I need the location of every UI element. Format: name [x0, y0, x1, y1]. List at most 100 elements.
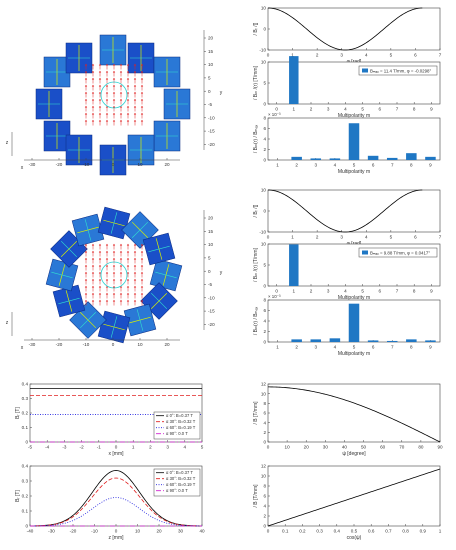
chart-grad-angle-ytick-label: 6 [263, 411, 266, 416]
magnet-top-arrow-head [126, 119, 130, 122]
magnet-top-arrow-head [98, 77, 102, 80]
magnet-top-arrow-head [112, 119, 116, 122]
magnet-top-arrow-head [140, 70, 144, 73]
chart-br-phi-1-xtick-label: 7 [439, 53, 442, 58]
chart-b-z-xtick-label: 30 [178, 529, 184, 534]
chart-grad-cos-ytick-label: 8 [263, 484, 266, 489]
magnet-mid-y-tick-label: -15 [208, 309, 215, 314]
chart-bm-ratio-2-xtick-label: 8 [410, 345, 413, 350]
chart-b-z-xtick-label: 20 [156, 529, 162, 534]
chart-b-x-ytick-label: 0.4 [22, 382, 29, 387]
chart-b-x-xlabel: x [mm] [109, 451, 125, 457]
magnet-top-arrow-head [119, 91, 123, 94]
chart-bm-ratio-2-ytick-label: 6 [263, 308, 266, 313]
chart-b-x-legend-entry: α 0°: B=0.37 T [166, 413, 193, 418]
magnet-mid-block-axis [155, 271, 177, 279]
chart-grad-cos-series-0 [267, 468, 441, 527]
chart-b-z-xtick-label: 40 [199, 529, 205, 534]
chart-bm-ratio-2-xtick-label: 5 [353, 345, 356, 350]
magnet-top-arrow-head [84, 98, 88, 101]
chart-bm-main-1-xtick-label: 5 [361, 107, 364, 112]
magnet-top-arrow-head [126, 98, 130, 101]
chart-b-z-xtick-label: -40 [27, 529, 34, 534]
chart-bm-main-2-xtick-label: 5 [361, 289, 364, 294]
magnet-top-arrow-head [84, 77, 88, 80]
chart-b-z-axes: -40 -30 -20 -10 0 10 20 30 400.40.30.20.10z [mm]… [15, 464, 205, 541]
magnet-top-x-tick-label: 10 [137, 162, 143, 167]
magnet-top-arrow-head [112, 70, 116, 73]
magnet-top-arrow-head [119, 112, 123, 115]
chart-br-phi-2-xtick-label: 4 [365, 235, 368, 240]
magnet-mid-arrow-head [126, 243, 130, 246]
chart-bm-main-1-legend [358, 65, 438, 76]
magnet-mid-block-axis [51, 271, 73, 279]
magnet-top-arrow-head [140, 77, 144, 80]
chart-bm-main-1-legend-text: Bₘₐₓ = 11.4 T/mm, φ = -0.0298° [370, 68, 431, 73]
chart-br-phi-2-ytick-label: 10 [261, 188, 267, 193]
chart-bm-main-2-xtick-label: 2 [310, 289, 313, 294]
magnet-mid-y-tick-label: 20 [208, 216, 214, 221]
magnet-top-arrow-head [91, 119, 95, 122]
chart-bm-ratio-1-xtick-label: 8 [410, 163, 413, 168]
magnet-top-y-tick-label: -20 [208, 142, 215, 147]
chart-grad-cos-frame [267, 465, 441, 527]
magnet-mid-arrow-head [112, 285, 116, 288]
magnet-top-arrow-head [126, 70, 130, 73]
chart-bm-ratio-2-bar [367, 340, 379, 342]
chart-bm-ratio-2-bar [310, 339, 322, 342]
chart-bm-main-1-xtick-label: 1 [293, 107, 296, 112]
magnet-mid-arrow-head [119, 250, 123, 253]
chart-b-x-legend [153, 411, 201, 440]
magnet-mid-block-axis [110, 212, 118, 234]
chart-b-x-xtick-label: -3 [62, 445, 67, 450]
chart-b-z-xtick-label: 10 [135, 529, 141, 534]
chart-bm-ratio-2-bar [386, 340, 398, 342]
chart-bm-main-2-xtick-label: 4 [344, 289, 347, 294]
chart-br-phi-1-ytick-label: 10 [261, 6, 267, 11]
chart-b-z-ytick-label: 0.3 [22, 479, 29, 484]
magnet-mid-arrow-head [112, 250, 116, 253]
chart-bm-ratio-2-ytick-label: 0 [263, 340, 266, 345]
magnet-top-arrow-head [98, 105, 102, 108]
chart-grad-angle-xtick-label: 10 [285, 445, 291, 450]
chart-b-z-xtick-label: -10 [91, 529, 98, 534]
magnet-top-arrow-head [112, 112, 116, 115]
chart-bm-ratio-1-xtick-label: 9 [429, 163, 432, 168]
chart-grad-cos-xtick-label: 0.4 [334, 529, 341, 534]
magnet-top-arrow-head [133, 84, 137, 87]
magnet-mid-arrow-head [105, 292, 109, 295]
chart-bm-ratio-2-xlabel: Multipolarity m [338, 351, 370, 357]
magnet-mid-arrow-head [91, 271, 95, 274]
magnet-top-arrow-head [84, 70, 88, 73]
chart-br-phi-1-xtick-label: 0 [267, 53, 270, 58]
magnet-mid-arrow-head [140, 292, 144, 295]
chart-bm-main-2-ytick-label: 5 [263, 263, 266, 268]
chart-bm-main-2-ytick-label: 10 [261, 242, 267, 247]
chart-bm-ratio-1-ytick-label: 0 [263, 158, 266, 163]
magnet-top-arrow-head [105, 112, 109, 115]
chart-b-x-xtick-label: -1 [97, 445, 102, 450]
magnet-top-arrow-head [119, 63, 123, 66]
chart-br-phi-2-ytick-label: -10 [259, 230, 266, 235]
magnet-top-arrow-head [84, 119, 88, 122]
magnet-mid-arrow-head [126, 264, 130, 267]
magnet-top-arrow-head [105, 119, 109, 122]
magnet-top-arrow-head [98, 98, 102, 101]
magnet-mid-arrow-head [119, 292, 123, 295]
magnet-top-arrow-head [105, 91, 109, 94]
magnet-top-arrow-head [140, 63, 144, 66]
magnet-top-arrow-head [91, 112, 95, 115]
chart-b-x-axes: -5 -4 -3 -2 -1 0 1 2 3 4 50.40.30.20.10x [mm]Bᵣ [T… [15, 382, 204, 457]
chart-bm-main-1-xtick-label: 8 [413, 107, 416, 112]
chart-br-phi-1-frame [267, 7, 441, 51]
magnet-mid-arrow-head [105, 299, 109, 302]
magnet-top-arrow-head [140, 91, 144, 94]
magnet-mid-y-tick-label: 10 [208, 242, 214, 247]
magnet-top-arrow-head [119, 119, 123, 122]
magnet-top-arrow-head [105, 77, 109, 80]
magnet-mid-arrow-head [105, 257, 109, 260]
magnet-top-arrow-head [126, 63, 130, 66]
chart-grad-cos-xtick-label: 0.9 [420, 529, 427, 534]
magnet-mid-arrow-head [126, 285, 130, 288]
